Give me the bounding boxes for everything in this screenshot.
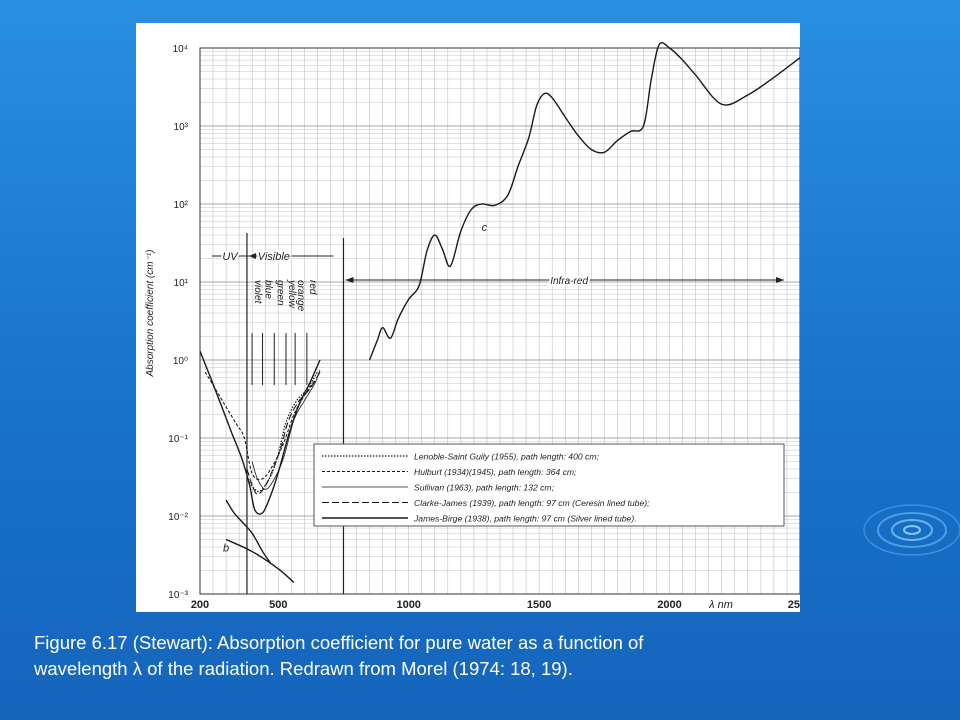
axis-ticks: 200 500 1000 1500 2000 2500 10⁻³ 10⁻² 10⁻¹ 10⁰ 10¹… — [168, 44, 800, 611]
band-label-orange: orange — [295, 280, 306, 312]
band-label-yellow: yellow — [286, 279, 297, 309]
series-line-5 — [225, 499, 272, 564]
legend-entry-4: James-Birge (1938), path length: 97 cm (… — [413, 514, 637, 524]
caption: Figure 6.17 (Stewart): Absorption coeffi… — [34, 630, 934, 682]
x-tick-label: 1500 — [527, 599, 551, 611]
y-tick-label: 10¹ — [174, 278, 189, 289]
x-tick-label: 500 — [269, 599, 287, 611]
absorption-chart: UV Visible Infra-red violet blue green yellowo… — [145, 42, 800, 611]
ripple-icon — [863, 504, 960, 556]
y-axis-title: Absorption coefficient (cm⁻¹) — [145, 250, 156, 378]
series-line-3 — [246, 371, 321, 495]
spectral-regions: UV Visible Infra-red violet blue green yellowo… — [212, 233, 784, 594]
series-line-7 — [368, 42, 800, 361]
visible-arrow-head-left — [248, 253, 256, 259]
series-line-4 — [199, 350, 321, 515]
band-label-red: red — [307, 280, 318, 295]
legend-box — [313, 443, 785, 527]
series-line-2 — [251, 369, 321, 490]
x-tick-label: 1000 — [396, 599, 420, 611]
x-tick-label: 2000 — [657, 599, 681, 611]
curve-label-c: c — [482, 222, 488, 234]
legend-entry-0: Lenoble-Saint Guily (1955), path length:… — [414, 452, 599, 462]
ir-arrow-head-left — [345, 277, 354, 283]
y-tick-label: 10⁰ — [173, 356, 188, 367]
x-tick-label: 2500 — [788, 599, 800, 611]
chart-panel: UV Visible Infra-red violet blue green yellow o… — [136, 23, 800, 612]
y-tick-label: 10⁻² — [168, 512, 188, 523]
legend-entry-1: Hulburt (1934)(1945), path length: 364 c… — [414, 467, 577, 477]
series-lines — [199, 42, 800, 584]
region-label-infrared: Infra-red — [550, 276, 588, 287]
ir-arrow-head-right — [776, 277, 784, 283]
legend: Lenoble-Saint Guily (1955), path length:… — [313, 443, 785, 527]
x-tick-label: 200 — [191, 599, 209, 611]
legend-entry-3: Clarke-James (1939), path length: 97 cm … — [414, 498, 650, 508]
y-tick-label: 10³ — [174, 122, 189, 133]
region-label-uv: UV — [222, 251, 239, 263]
y-tick-label: 10² — [174, 200, 189, 211]
band-label-green: green — [274, 280, 285, 306]
plot-frame — [199, 47, 800, 595]
x-axis-title: λ nm — [708, 599, 733, 611]
band-label-violet: violet — [252, 280, 263, 305]
series-line-6 — [225, 538, 295, 584]
region-label-visible: Visible — [258, 251, 290, 263]
band-label-blue: blue — [263, 280, 274, 299]
y-tick-label: 10⁻³ — [168, 590, 188, 601]
annotations: cb — [223, 222, 488, 555]
series-line-1 — [204, 371, 316, 481]
caption-line-1: Figure 6.17 (Stewart): Absorption coeffi… — [34, 632, 644, 653]
y-tick-label: 10⁻¹ — [168, 434, 188, 445]
curve-label-b: b — [223, 543, 229, 555]
caption-line-2: wavelength λ of the radiation. Redrawn f… — [34, 658, 573, 679]
legend-entry-2: Sullivan (1963), path length: 132 cm; — [414, 483, 555, 493]
y-tick-label: 10⁴ — [173, 44, 188, 55]
